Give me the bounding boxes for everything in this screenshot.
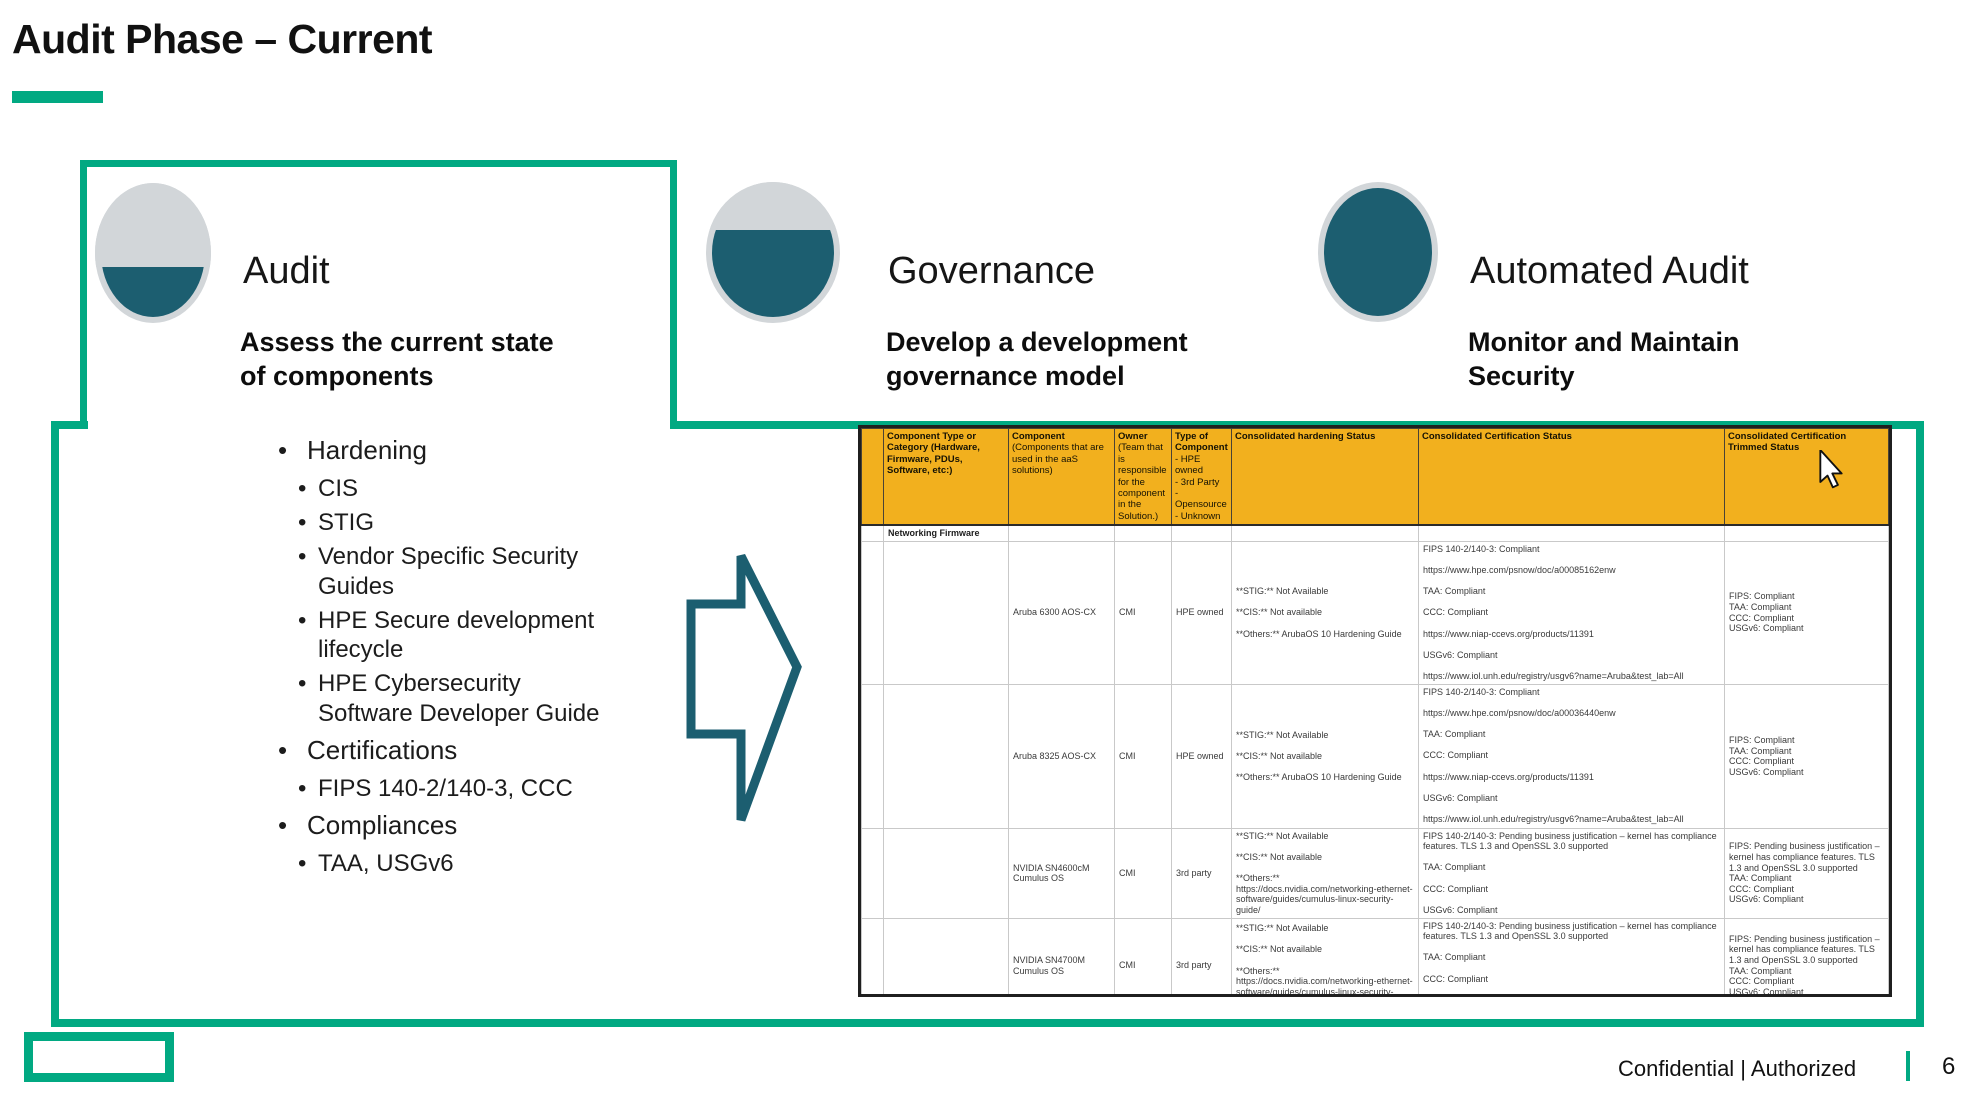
table-cell (883, 683, 1009, 829)
table-cell: FIPS 140-2/140-3: Compliant https://www.… (1418, 683, 1725, 829)
table-cell (1008, 524, 1115, 542)
table-cell (1724, 524, 1889, 542)
frame-join (88, 419, 670, 432)
table-cell (861, 524, 884, 542)
table-cell: FIPS 140-2/140-3: Compliant https://www.… (1418, 540, 1725, 685)
table-cell: Aruba 8325 AOS-CX (1008, 683, 1115, 829)
bullet-subitem: • Vendor Specific Security Guides (298, 543, 579, 600)
table-header-cell (861, 428, 884, 527)
table-cell: **STIG:** Not Available **CIS:** Not ava… (1231, 683, 1419, 829)
table-cell (1231, 524, 1419, 542)
governance-progress-icon (706, 182, 840, 323)
table-cell: CMI (1114, 917, 1172, 994)
table-cell: HPE owned (1171, 683, 1232, 829)
table-row: Aruba 8325 AOS-CX CMI HPE owned **STIG:** N… (861, 683, 1889, 829)
bullet-list: • Hardening • CIS • STIG • Vendor Specific Secu… (262, 428, 692, 883)
table-header-cell: Consolidated Certification Status (1418, 428, 1725, 527)
table-cell: NVIDIA SN4600cM Cumulus OS (1008, 827, 1115, 919)
table-header-cell: Component Type or Category (Hardware, Fi… (883, 428, 1009, 527)
table-cell (883, 827, 1009, 919)
table-cell: FIPS: Compliant TAA: Compliant CCC: Comp… (1724, 683, 1889, 829)
table-cell: HPE owned (1171, 540, 1232, 685)
component-audit-table: Component Type or Category (Hardware, Fi… (861, 428, 1889, 994)
table-cell (861, 827, 884, 919)
table-cell: Aruba 6300 AOS-CX (1008, 540, 1115, 685)
table-cell (883, 540, 1009, 685)
bullet-item: • Compliances (278, 809, 458, 840)
table-row: Aruba 6300 AOS-CX CMI HPE owned **STIG:** N… (861, 540, 1889, 685)
bullet-item: • Certifications (278, 734, 458, 765)
stage-subtitle-audit: Assess the current state of components (240, 327, 554, 391)
table-cell: FIPS: Pending business justification – k… (1724, 917, 1889, 994)
bullet-subitem: • HPE Secure development lifecycle (298, 606, 595, 664)
bullet-subitem: • CIS (298, 474, 359, 502)
table-header-cell: Owner (Team that is responsible for the c… (1114, 428, 1172, 527)
table-cell (1418, 524, 1725, 542)
table-cell: FIPS: Pending business justification – k… (1724, 827, 1889, 919)
table-cell: FIPS 140-2/140-3: Pending business justi… (1418, 827, 1725, 919)
stage-subtitle-automated-audit: Monitor and Maintain Security (1468, 327, 1740, 391)
table-cell: 3rd party (1171, 827, 1232, 919)
stage-title-automated-audit: Automated Audit (1470, 250, 1749, 292)
page-title: Audit Phase – Current (12, 16, 433, 62)
right-arrow-icon (686, 553, 802, 822)
table-cell: CMI (1114, 827, 1172, 919)
table-cell: **STIG:** Not Available **CIS:** Not ava… (1231, 540, 1419, 685)
bullet-subitem: • TAA, USGv6 (298, 849, 454, 877)
table-cell: NVIDIA SN4700M Cumulus OS (1008, 917, 1115, 994)
stage-title-governance: Governance (888, 250, 1096, 292)
table-cell: **STIG:** Not Available **CIS:** Not ava… (1231, 917, 1419, 994)
table-cell: FIPS 140-2/140-3: Pending business justi… (1418, 917, 1725, 994)
mouse-cursor (1819, 450, 1843, 489)
table-cell: **STIG:** Not Available **CIS:** Not ava… (1231, 827, 1419, 919)
table-header-cell: Consolidated hardening Status (1231, 428, 1419, 527)
bullet-subitem: • STIG (298, 508, 375, 536)
confidentiality-label: Confidential | Authorized (1618, 1056, 1857, 1081)
table-cell (861, 540, 884, 685)
hpe-logo (24, 1032, 174, 1082)
table-cell: CMI (1114, 683, 1172, 829)
table-cell (883, 917, 1009, 994)
table-header-row: Component Type or Category (Hardware, Fi… (861, 428, 1889, 527)
table-row: NVIDIA SN4700M Cumulus OS CMI 3rd party **S… (861, 917, 1889, 994)
bullet-subitem: • HPE Cybersecurity Software Developer Gu… (298, 670, 600, 727)
title-accent-bar (12, 91, 103, 103)
table-cell: Networking Firmware (883, 524, 1009, 542)
component-audit-table-container: Component Type or Category (Hardware, Fi… (858, 425, 1892, 997)
page-number: 6 (1942, 1053, 1956, 1080)
stage-title-audit: Audit (243, 250, 330, 292)
audit-progress-icon (95, 183, 211, 323)
table-cell: FIPS: Compliant TAA: Compliant CCC: Comp… (1724, 540, 1889, 685)
table-row: NVIDIA SN4600cM Cumulus OS CMI 3rd party **… (861, 827, 1889, 919)
stage-subtitle-governance: Develop a development governance model (886, 327, 1188, 391)
table-cell: CMI (1114, 540, 1172, 685)
bullet-item: • Hardening (278, 435, 427, 465)
footer-accent-bar (1906, 1051, 1910, 1081)
table-header-cell: Consolidated Certification Trimmed Statu… (1724, 428, 1889, 527)
automated-audit-progress-icon (1318, 182, 1438, 322)
table-cell (861, 683, 884, 829)
table-cell: 3rd party (1171, 917, 1232, 994)
table-cell (1114, 524, 1172, 542)
table-cell (861, 917, 884, 994)
table-cell (1171, 524, 1232, 542)
table-header-cell: Type of Component - HPE owned - 3rd Party… (1171, 428, 1232, 527)
bullet-subitem: • FIPS 140-2/140-3, CCC (298, 774, 573, 802)
table-section-row: Networking Firmware (861, 524, 1889, 542)
table-header-cell: Component (Components that are used in th… (1008, 428, 1115, 527)
